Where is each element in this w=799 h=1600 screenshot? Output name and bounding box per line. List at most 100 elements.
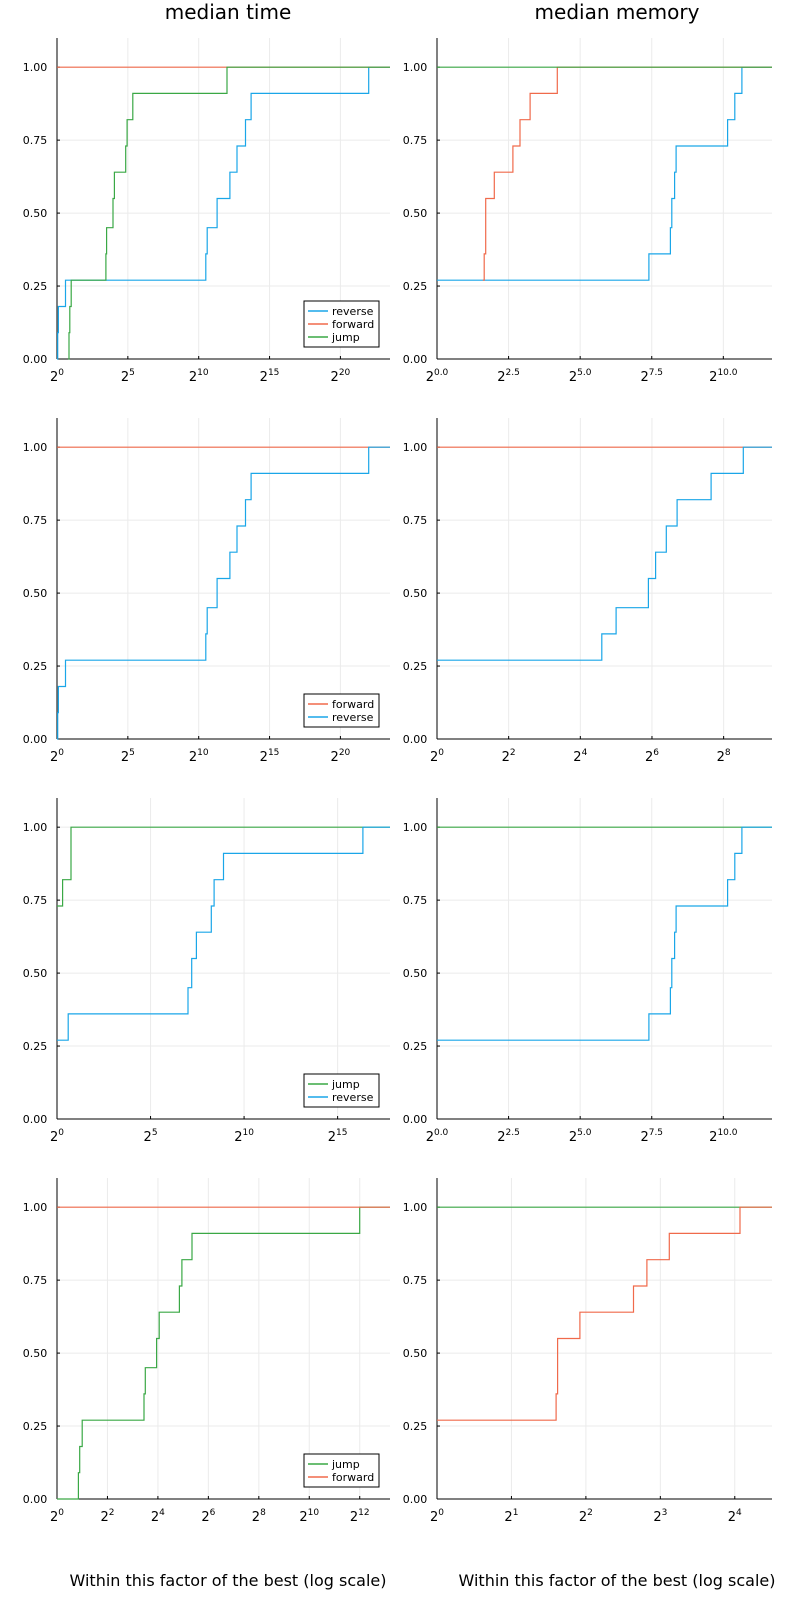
y-tick-label: 0.25 — [23, 660, 48, 673]
column-title-time: median time — [165, 0, 292, 24]
x-tick-label: 28 — [252, 1508, 266, 1525]
y-tick-label: 1.00 — [23, 821, 48, 834]
series-jump — [57, 1206, 390, 1500]
x-tick-label: 26 — [645, 748, 659, 765]
legend-label-jump: jump — [331, 1078, 360, 1091]
y-tick-label: 0.75 — [403, 1274, 428, 1287]
x-tick-label: 20 — [430, 748, 444, 765]
y-tick-label: 0.50 — [23, 207, 48, 220]
y-tick-label: 0.50 — [23, 587, 48, 600]
legend-label-reverse: reverse — [332, 305, 374, 318]
y-tick-label: 0.50 — [403, 207, 428, 220]
x-tick-label: 20.0 — [426, 1128, 449, 1145]
x-tick-label: 210 — [234, 1128, 254, 1145]
legend-box — [303, 1453, 380, 1488]
y-tick-label: 0.25 — [403, 1420, 428, 1433]
x-tick-label: 210 — [189, 368, 209, 385]
series-jump — [57, 826, 390, 907]
y-tick-label: 0.00 — [23, 1493, 48, 1506]
x-tick-label: 25 — [121, 368, 135, 385]
x-tick-label: 27.5 — [640, 368, 663, 385]
x-tick-label: 220 — [331, 368, 351, 385]
series-reverse — [57, 446, 390, 740]
y-tick-label: 1.00 — [23, 441, 48, 454]
series-forward — [437, 1206, 772, 1421]
y-tick-label: 1.00 — [403, 441, 428, 454]
panel-4: 0.00 0.25 0.50 0.75 1.00 20 22 24 26 28 — [403, 418, 772, 765]
panel-3: 0.00 0.25 0.50 0.75 1.00 20 25 210 215 220 forward… — [23, 418, 390, 765]
y-tick-label: 0.00 — [403, 733, 428, 746]
y-tick-label: 0.25 — [23, 1420, 48, 1433]
y-tick-label: 0.50 — [23, 967, 48, 980]
panel-2: 0.00 0.25 0.50 0.75 1.00 20.0 22.5 25.0 27.5 210.… — [403, 38, 772, 385]
x-tick-label: 20 — [50, 1128, 64, 1145]
x-tick-label: 28 — [717, 748, 731, 765]
x-tick-label: 25.0 — [569, 368, 592, 385]
x-tick-label: 27.5 — [640, 1128, 663, 1145]
x-tick-label: 22.5 — [497, 368, 520, 385]
panel-7: 0.00 0.25 0.50 0.75 1.00 20 22 24 26 28 210 212 jump… — [23, 1178, 390, 1525]
y-tick-label: 0.25 — [403, 280, 428, 293]
panel-6: 0.00 0.25 0.50 0.75 1.00 20.0 22.5 25.0 27.5 210.… — [403, 798, 772, 1145]
x-tick-label: 22 — [100, 1508, 114, 1525]
series-reverse — [437, 66, 772, 281]
column-title-memory: median memory — [535, 0, 700, 24]
y-tick-label: 0.00 — [403, 1493, 428, 1506]
y-tick-label: 0.25 — [403, 660, 428, 673]
series-reverse — [437, 826, 772, 1041]
y-tick-label: 0.00 — [403, 1113, 428, 1126]
x-tick-label: 212 — [350, 1508, 370, 1525]
x-tick-label: 21 — [504, 1508, 518, 1525]
legend-box — [303, 693, 380, 728]
y-tick-label: 0.75 — [403, 134, 428, 147]
x-tick-label: 24 — [573, 748, 587, 765]
y-tick-label: 0.00 — [23, 733, 48, 746]
legend-label-reverse: reverse — [332, 1091, 374, 1104]
x-tick-label: 210.0 — [709, 1128, 738, 1145]
legend-label-forward: forward — [332, 318, 374, 331]
x-tick-label: 25.0 — [569, 1128, 592, 1145]
y-tick-label: 0.00 — [403, 353, 428, 366]
legend-label-forward: forward — [332, 1471, 374, 1484]
x-tick-label: 210 — [299, 1508, 319, 1525]
x-tick-label: 22 — [579, 1508, 593, 1525]
x-tick-label: 220 — [331, 748, 351, 765]
legend-label-reverse: reverse — [332, 711, 374, 724]
x-axis-label-left: Within this factor of the best (log scal… — [70, 1571, 387, 1590]
x-tick-label: 215 — [260, 748, 280, 765]
y-tick-label: 1.00 — [403, 821, 428, 834]
y-tick-label: 0.50 — [403, 967, 428, 980]
legend-label-jump: jump — [331, 1458, 360, 1471]
y-tick-label: 1.00 — [23, 1201, 48, 1214]
legend-label-jump: jump — [331, 331, 360, 344]
y-tick-label: 0.75 — [23, 894, 48, 907]
y-tick-label: 0.75 — [23, 1274, 48, 1287]
x-tick-label: 215 — [328, 1128, 348, 1145]
series-reverse — [57, 66, 390, 360]
y-tick-label: 0.25 — [403, 1040, 428, 1053]
x-tick-label: 210 — [189, 748, 209, 765]
x-tick-label: 210.0 — [709, 368, 738, 385]
y-tick-label: 0.00 — [23, 1113, 48, 1126]
series-forward — [482, 66, 772, 281]
x-tick-label: 25 — [121, 748, 135, 765]
x-tick-label: 24 — [728, 1508, 742, 1525]
y-tick-label: 0.75 — [23, 134, 48, 147]
series-reverse — [437, 446, 772, 661]
y-tick-label: 0.75 — [403, 514, 428, 527]
x-tick-label: 22.5 — [497, 1128, 520, 1145]
y-tick-label: 1.00 — [403, 1201, 428, 1214]
y-tick-label: 0.50 — [403, 1347, 428, 1360]
series-reverse — [57, 826, 390, 1041]
x-tick-label: 23 — [653, 1508, 667, 1525]
x-tick-label: 20 — [430, 1508, 444, 1525]
x-axis-label-right: Within this factor of the best (log scal… — [459, 1571, 776, 1590]
y-tick-label: 0.75 — [403, 894, 428, 907]
legend-label-forward: forward — [332, 698, 374, 711]
y-tick-label: 0.75 — [23, 514, 48, 527]
y-tick-label: 0.50 — [403, 587, 428, 600]
x-tick-label: 215 — [260, 368, 280, 385]
